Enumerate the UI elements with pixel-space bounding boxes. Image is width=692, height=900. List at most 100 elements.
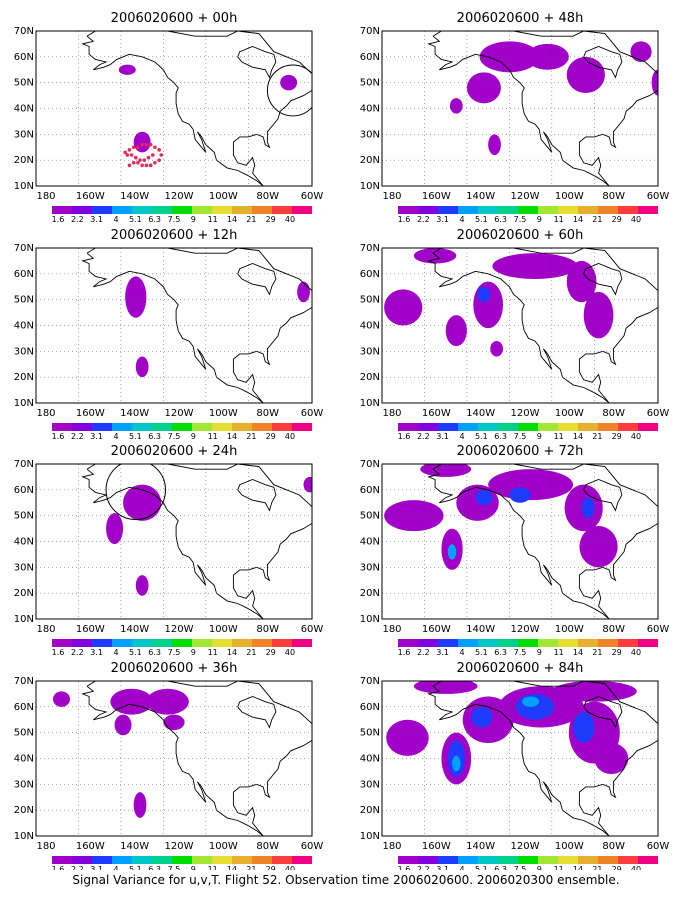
- colorbar-label: 21: [246, 865, 256, 870]
- variance-blob-9: [475, 489, 493, 506]
- coastline: [427, 681, 658, 836]
- colorbar-label: 40: [285, 865, 295, 870]
- plot-frame: [381, 463, 659, 620]
- colorbar-swatch: [538, 206, 558, 214]
- variance-blob-4: [303, 476, 312, 493]
- y-tick-label: 20N: [360, 588, 380, 599]
- x-tick-label: 160W: [76, 841, 105, 852]
- colorbar-swatch: [398, 206, 418, 214]
- colorbar-label: 3.1: [436, 215, 449, 224]
- colorbar-label: 29: [266, 432, 276, 441]
- colorbar-swatch: [232, 206, 252, 214]
- variance-blob-5: [566, 260, 597, 303]
- colorbar-label: 21: [592, 865, 602, 870]
- y-tick-label: 50N: [14, 78, 34, 89]
- y-tick-label: 10N: [360, 831, 380, 842]
- y-tick-label: 40N: [360, 104, 380, 115]
- colorbar-label: 7.5: [514, 648, 527, 657]
- colorbar-swatch: [152, 206, 172, 214]
- x-tick-label: 120W: [511, 191, 540, 202]
- colorbar-swatch: [232, 423, 252, 431]
- colorbar-swatch: [518, 639, 538, 647]
- colorbar-swatch: [172, 206, 192, 214]
- colorbar-swatch: [212, 856, 232, 864]
- colorbar-label: 5.1: [475, 432, 488, 441]
- colorbar-label: 11: [554, 648, 564, 657]
- y-tick-label: 40N: [14, 104, 34, 115]
- y-tick-label: 50N: [360, 728, 380, 739]
- x-tick-label: 60W: [647, 624, 670, 635]
- y-tick-label: 20N: [14, 588, 34, 599]
- colorbar-swatch: [92, 639, 112, 647]
- colorbar-swatch: [458, 639, 478, 647]
- variance-blob-9: [477, 286, 491, 303]
- y-tick-label: 20N: [14, 372, 34, 383]
- y-tick-label: 30N: [14, 129, 34, 140]
- coastline: [81, 248, 312, 403]
- observation-point: [136, 145, 140, 150]
- y-tick-label: 50N: [360, 295, 380, 306]
- colorbar-label: 14: [227, 215, 237, 224]
- y-tick-label: 30N: [14, 346, 34, 357]
- variance-blob-6: [583, 291, 614, 339]
- variance-blob-3: [135, 575, 149, 596]
- variance-blob-4: [566, 56, 605, 93]
- observation-point: [150, 153, 155, 157]
- colorbar-label: 21: [246, 215, 256, 224]
- colorbar-swatch: [458, 423, 478, 431]
- y-tick-label: 60N: [14, 269, 34, 280]
- x-tick-label: 140W: [120, 408, 149, 419]
- coastline-hudson-bay: [583, 46, 623, 79]
- colorbar-label: 2.2: [71, 648, 84, 657]
- colorbar-swatch: [618, 639, 638, 647]
- y-tick-label: 30N: [360, 346, 380, 357]
- colorbar-swatch: [292, 423, 312, 431]
- colorbar-label: 11: [208, 648, 218, 657]
- observation-point: [148, 142, 153, 147]
- x-tick-label: 100W: [209, 191, 238, 202]
- colorbar-label: 4: [459, 215, 464, 224]
- x-tick-label: 140W: [466, 841, 495, 852]
- colorbar-swatch: [72, 639, 92, 647]
- y-tick-label: 10N: [360, 398, 380, 409]
- x-tick-label: 60W: [301, 191, 324, 202]
- colorbar-label: 7.5: [168, 432, 181, 441]
- plot-frame: [35, 30, 313, 187]
- y-tick-label: 30N: [14, 562, 34, 573]
- colorbar-swatch: [498, 423, 518, 431]
- variance-blob-6: [594, 743, 629, 774]
- colorbar-swatch: [438, 856, 458, 864]
- variance-blob-2: [106, 513, 124, 545]
- colorbar-swatch: [132, 206, 152, 214]
- colorbar-label: 9: [191, 648, 196, 657]
- colorbar-swatch: [578, 206, 598, 214]
- colorbar-label: 4: [113, 648, 118, 657]
- colorbar-swatch: [498, 639, 518, 647]
- observation-point: [136, 160, 140, 165]
- x-tick-label: 140W: [466, 408, 495, 419]
- x-tick-label: 140W: [466, 624, 495, 635]
- panel-6: 2006020600 + 72h 180 160W 140W 120W 100W 80W 60…: [360, 444, 670, 657]
- colorbar-swatch: [398, 639, 418, 647]
- y-tick-label: 30N: [360, 129, 380, 140]
- x-tick-label: 80W: [256, 841, 279, 852]
- plot-area: [382, 248, 658, 403]
- y-tick-label: 40N: [360, 321, 380, 332]
- colorbar-label: 2.2: [417, 648, 430, 657]
- panel-title: 2006020600 + 12h: [111, 228, 238, 243]
- variance-blob-13: [452, 755, 461, 772]
- panel-title: 2006020600 + 84h: [457, 661, 584, 676]
- x-tick-label: 100W: [555, 191, 584, 202]
- colorbar-label: 29: [612, 432, 622, 441]
- plot-frame: [381, 30, 659, 187]
- coastline-hudson-bay: [583, 263, 623, 296]
- colorbar-label: 3.1: [90, 648, 103, 657]
- colorbar-swatch: [172, 639, 192, 647]
- colorbar-label: 3.1: [90, 215, 103, 224]
- panel-5: 2006020600 + 24h 180 160W 140W 120W 100W 80W 60…: [14, 444, 324, 657]
- observation-point: [144, 163, 149, 168]
- colorbar-swatch: [638, 206, 658, 214]
- x-tick-label: 120W: [165, 841, 194, 852]
- colorbar-swatch: [578, 856, 598, 864]
- colorbar-label: 21: [246, 432, 256, 441]
